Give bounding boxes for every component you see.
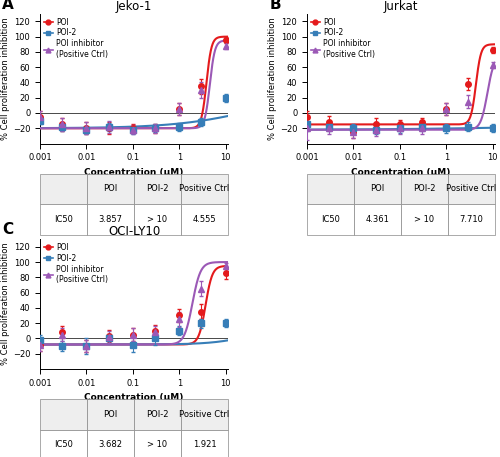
Y-axis label: % Cell proliferation inhibition: % Cell proliferation inhibition	[268, 17, 277, 140]
Text: B: B	[270, 0, 281, 12]
Y-axis label: % Cell proliferation inhibition: % Cell proliferation inhibition	[1, 17, 10, 140]
Title: Jeko-1: Jeko-1	[116, 0, 152, 12]
X-axis label: Concentration (μM): Concentration (μM)	[84, 168, 184, 177]
Legend: POI, POI-2, POI inhibitor
(Positive Ctrl): POI, POI-2, POI inhibitor (Positive Ctrl…	[310, 16, 376, 60]
Legend: POI, POI-2, POI inhibitor
(Positive Ctrl): POI, POI-2, POI inhibitor (Positive Ctrl…	[42, 16, 110, 60]
X-axis label: Concentration (μM): Concentration (μM)	[84, 393, 184, 402]
X-axis label: Concentration (μM): Concentration (μM)	[352, 168, 450, 177]
Text: A: A	[2, 0, 14, 12]
Text: C: C	[2, 222, 14, 237]
Title: OCI-LY10: OCI-LY10	[108, 225, 160, 238]
Y-axis label: % Cell proliferation inhibition: % Cell proliferation inhibition	[1, 243, 10, 366]
Legend: POI, POI-2, POI inhibitor
(Positive Ctrl): POI, POI-2, POI inhibitor (Positive Ctrl…	[42, 241, 110, 286]
Title: Jurkat: Jurkat	[384, 0, 418, 12]
